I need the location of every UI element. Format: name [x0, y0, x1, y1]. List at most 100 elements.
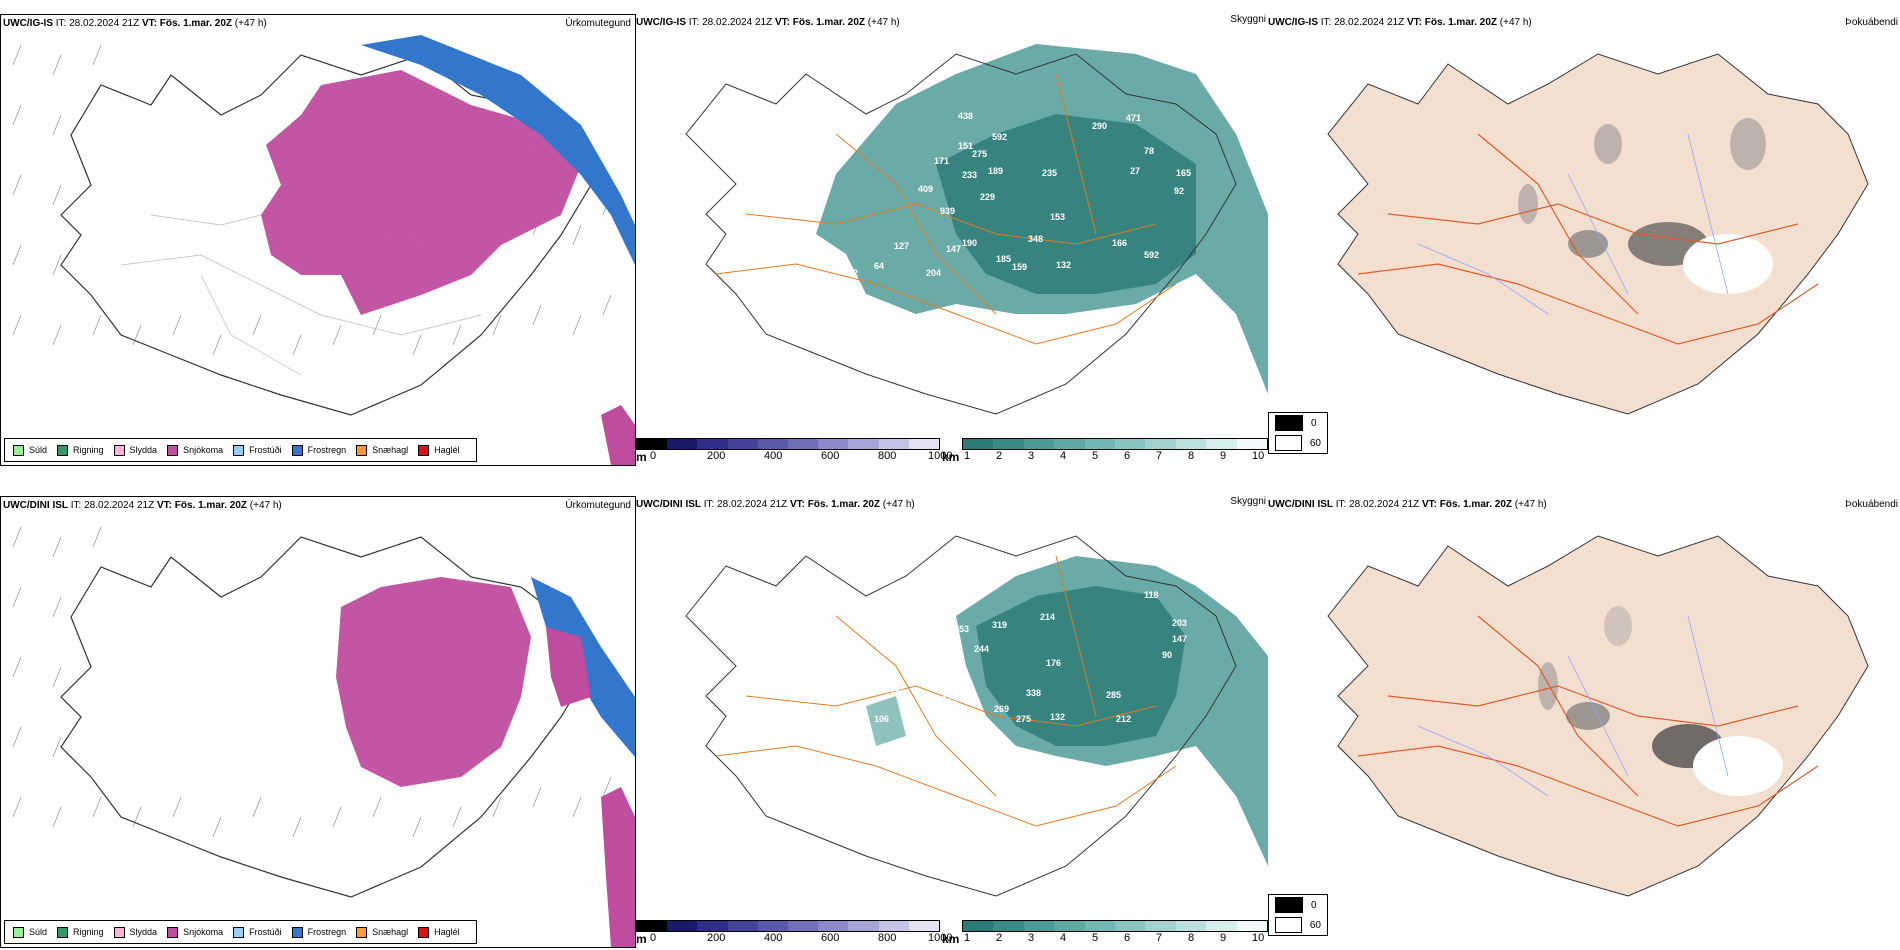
svg-text:204: 204: [926, 268, 941, 278]
svg-text:122: 122: [942, 694, 957, 704]
svg-text:90: 90: [1162, 650, 1172, 660]
panel-header: UWC/IG-IS IT: 28.02.2024 21Z VT: Fös. 1.…: [3, 18, 267, 29]
legend-item: Slydda: [113, 926, 157, 938]
vis-shade-dark: [976, 586, 1186, 746]
svg-text:171: 171: [934, 156, 949, 166]
wind-barbs: [12, 526, 612, 838]
visibility-colorbar: [962, 438, 1268, 450]
svg-text:471: 471: [1126, 113, 1141, 123]
svg-text:190: 190: [962, 238, 977, 248]
visibility-map-1: 438 592 151 171 275 189 233 409 229 939 …: [685, 44, 1268, 415]
panel-title: Skyggni: [1230, 496, 1266, 507]
iceland-outline: [685, 53, 1237, 415]
svg-text:285: 285: [1106, 690, 1121, 700]
precip-legend: Súld Rigning Slydda Snjókoma Frostúði Fr…: [4, 920, 477, 944]
legend-item: Haglél: [418, 926, 460, 938]
fog-shade: [1518, 118, 1773, 294]
legend-item: Súld: [13, 444, 47, 456]
svg-text:64: 64: [874, 261, 884, 271]
elevation-unit: m: [636, 932, 647, 946]
roads: [1357, 133, 1819, 345]
panel-header: UWC/DINI ISL IT: 28.02.2024 21Z VT: Fös.…: [636, 499, 915, 510]
svg-text:235: 235: [1042, 168, 1057, 178]
svg-text:185: 185: [996, 254, 1011, 264]
svg-text:275: 275: [972, 149, 987, 159]
svg-text:348: 348: [1028, 234, 1043, 244]
precip-panel-1[interactable]: UWC/IG-IS IT: 28.02.2024 21Z VT: Fös. 1.…: [0, 14, 636, 466]
svg-text:290: 290: [1092, 121, 1107, 131]
fog-panel-1[interactable]: UWC/IG-IS IT: 28.02.2024 21Z VT: Fös. 1.…: [1268, 14, 1900, 464]
visibility-map-2: 319 553 214 244 176 338 122 122 106 269 …: [685, 535, 1268, 897]
panel-header: UWC/DINI ISL IT: 28.02.2024 21Z VT: Fös.…: [3, 500, 282, 511]
svg-text:176: 176: [1046, 658, 1061, 668]
snow-area-east: [546, 627, 591, 707]
svg-text:27: 27: [1130, 166, 1140, 176]
legend-item: Slydda: [113, 444, 157, 456]
visibility-unit: km: [942, 932, 960, 946]
wind-barbs: [12, 44, 612, 356]
svg-text:939: 939: [940, 206, 955, 216]
fog-legend-item: 0: [1269, 895, 1327, 915]
svg-text:275: 275: [1016, 714, 1031, 724]
panel-header: UWC/IG-IS IT: 28.02.2024 21Z VT: Fös. 1.…: [1268, 17, 1532, 28]
svg-text:244: 244: [974, 644, 989, 654]
precip-legend: Súld Rigning Slydda Snjókoma Frostúði Fr…: [4, 438, 477, 462]
elevation-colorbar: [636, 438, 940, 450]
svg-text:122: 122: [890, 688, 905, 698]
svg-text:127: 127: [894, 241, 909, 251]
legend-item: Snjókoma: [167, 444, 223, 456]
svg-text:214: 214: [1040, 612, 1055, 622]
precip-map-1: [12, 35, 635, 465]
svg-text:132: 132: [1056, 260, 1071, 270]
fog-shade: [1538, 606, 1783, 796]
svg-text:92: 92: [1174, 186, 1184, 196]
svg-text:78: 78: [1144, 146, 1154, 156]
vis-shade-dark: [936, 114, 1196, 294]
svg-text:12: 12: [848, 268, 858, 278]
svg-text:132: 132: [1050, 712, 1065, 722]
snow-area-small: [601, 405, 635, 465]
svg-text:153: 153: [1050, 212, 1065, 222]
visibility-panel-1[interactable]: 438 592 151 171 275 189 233 409 229 939 …: [636, 14, 1268, 464]
svg-text:165: 165: [1176, 168, 1191, 178]
panel-title: Þokuábendi: [1845, 499, 1898, 510]
fog-panel-2[interactable]: UWC/DINI ISL IT: 28.02.2024 21Z VT: Fös.…: [1268, 496, 1900, 946]
panel-header: UWC/DINI ISL IT: 28.02.2024 21Z VT: Fös.…: [1268, 499, 1547, 510]
svg-text:212: 212: [1116, 714, 1131, 724]
vis-shade-west: [866, 696, 906, 746]
fog-legend-item: 0: [1269, 413, 1327, 433]
svg-text:438: 438: [958, 111, 973, 121]
roads: [1357, 615, 1819, 827]
legend-item: Snæhagl: [356, 444, 408, 456]
svg-text:166: 166: [1112, 238, 1127, 248]
svg-text:159: 159: [1012, 262, 1027, 272]
iceland-outline: [60, 536, 592, 898]
svg-text:592: 592: [992, 132, 1007, 142]
svg-text:338: 338: [1026, 688, 1041, 698]
legend-item: Súld: [13, 926, 47, 938]
fog-legend-item: 60: [1269, 433, 1327, 453]
fog-map-1: [1327, 53, 1869, 415]
elevation-labels: 438 592 151 171 275 189 233 409 229 939 …: [848, 111, 1191, 278]
elevation-labels: 319 553 214 244 176 338 122 122 106 269 …: [874, 590, 1187, 724]
svg-text:151: 151: [958, 141, 973, 151]
svg-text:118: 118: [1144, 590, 1159, 600]
svg-text:233: 233: [962, 170, 977, 180]
svg-text:147: 147: [946, 244, 961, 254]
rivers: [1417, 133, 1729, 315]
elevation-colorbar: [636, 920, 940, 932]
panel-title: Úrkomutegund: [565, 500, 631, 511]
visibility-panel-2[interactable]: 319 553 214 244 176 338 122 122 106 269 …: [636, 496, 1268, 946]
freezing-rain-area: [361, 35, 635, 265]
svg-text:409: 409: [918, 184, 933, 194]
svg-text:553: 553: [954, 624, 969, 634]
iceland-outline: [685, 535, 1237, 897]
panel-title: Þokuábendi: [1845, 17, 1898, 28]
fog-legend-1: 0 60: [1268, 412, 1328, 454]
svg-text:319: 319: [992, 620, 1007, 630]
fog-legend-item: 60: [1269, 915, 1327, 935]
precip-panel-2[interactable]: UWC/DINI ISL IT: 28.02.2024 21Z VT: Fös.…: [0, 496, 636, 948]
legend-item: Rigning: [57, 444, 104, 456]
snow-area-small: [601, 787, 635, 947]
svg-text:203: 203: [1172, 618, 1187, 628]
